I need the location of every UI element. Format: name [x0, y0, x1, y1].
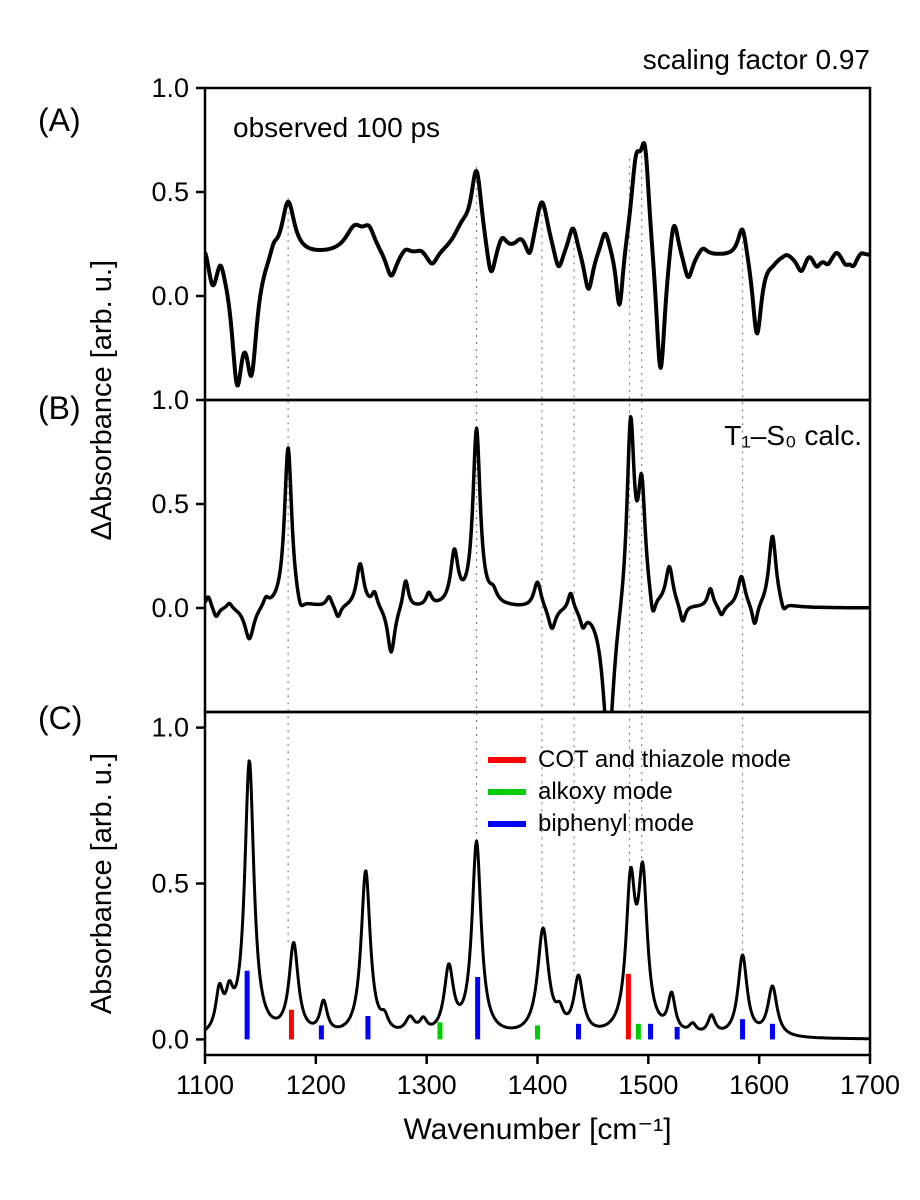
panel-b-label: (B) [38, 390, 81, 426]
svg-text:0.0: 0.0 [151, 1024, 189, 1054]
y-axis-label-upper: ΔAbsorbance [arb. u.] [86, 259, 118, 541]
svg-text:1.0: 1.0 [151, 385, 189, 415]
panel-a-label: (A) [38, 102, 81, 138]
x-axis-label: Wavenumber [cm⁻¹] [403, 1113, 672, 1146]
legend-swatch-red [488, 757, 526, 763]
svg-text:1100: 1100 [176, 1070, 234, 1100]
svg-text:1700: 1700 [840, 1070, 900, 1100]
legend-label: alkoxy mode [538, 778, 673, 805]
svg-text:1400: 1400 [507, 1070, 567, 1100]
svg-text:1.0: 1.0 [151, 73, 189, 103]
legend-label: COT and thiazole mode [538, 746, 792, 773]
svg-text:1300: 1300 [397, 1070, 457, 1100]
svg-text:0.0: 0.0 [151, 281, 189, 311]
svg-text:1200: 1200 [286, 1070, 346, 1100]
y-axis-label-lower: Absorbance [arb. u.] [86, 752, 118, 1015]
legend-item: COT and thiazole mode [488, 744, 791, 776]
legend-item: alkoxy mode [488, 776, 791, 808]
svg-text:0.5: 0.5 [151, 869, 189, 899]
svg-text:0.5: 0.5 [151, 489, 189, 519]
svg-text:1.0: 1.0 [151, 713, 189, 743]
svg-text:0.5: 0.5 [151, 177, 189, 207]
panel-a-annotation: observed 100 ps [233, 112, 441, 143]
legend-item: biphenyl mode [488, 808, 791, 840]
svg-text:0.0: 0.0 [151, 593, 189, 623]
legend-swatch-blue [488, 821, 526, 827]
svg-text:1500: 1500 [618, 1070, 678, 1100]
scaling-factor-note: scaling factor 0.97 [642, 44, 870, 75]
panel-b-annotation: T₁–S₀ calc. [724, 420, 862, 451]
svg-text:1600: 1600 [729, 1070, 789, 1100]
legend-label: biphenyl mode [538, 810, 695, 837]
legend-swatch-green [488, 789, 526, 795]
y-axis-label-upper-wrap: ΔAbsorbance [arb. u.] [86, 88, 119, 712]
y-axis-label-lower-wrap: Absorbance [arb. u.] [86, 712, 119, 1055]
panel-c-label: (C) [38, 700, 83, 736]
legend: COT and thiazole mode alkoxy mode biphen… [488, 744, 791, 840]
